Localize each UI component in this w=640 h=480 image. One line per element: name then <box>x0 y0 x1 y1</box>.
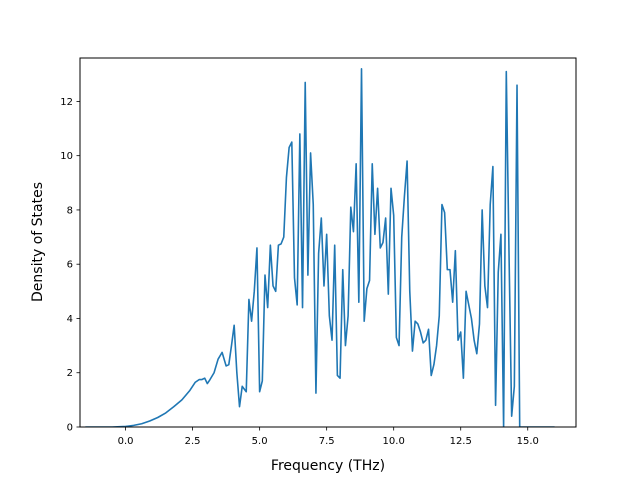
plot-frame <box>79 57 577 428</box>
x-axis-label: Frequency (THz) <box>271 458 385 474</box>
x-tick-label: 10.0 <box>383 436 405 447</box>
dos-series-line-0 <box>85 68 555 427</box>
x-tick-label: 15.0 <box>517 436 539 447</box>
y-tick-label: 4 <box>67 314 73 325</box>
y-tick-label: 2 <box>67 368 73 379</box>
y-tick-label: 6 <box>67 260 73 271</box>
y-axis-label: Density of States <box>30 182 46 302</box>
x-tick-label: 7.5 <box>319 436 335 447</box>
y-tick-label: 8 <box>67 205 73 216</box>
y-tick-label: 12 <box>60 97 73 108</box>
x-tick-label: 12.5 <box>450 436 472 447</box>
y-tick-label: 10 <box>60 151 73 162</box>
y-tick-label: 0 <box>67 423 73 434</box>
x-tick-label: 0.0 <box>118 436 134 447</box>
x-tick-label: 5.0 <box>252 436 268 447</box>
x-tick-label: 2.5 <box>185 436 201 447</box>
